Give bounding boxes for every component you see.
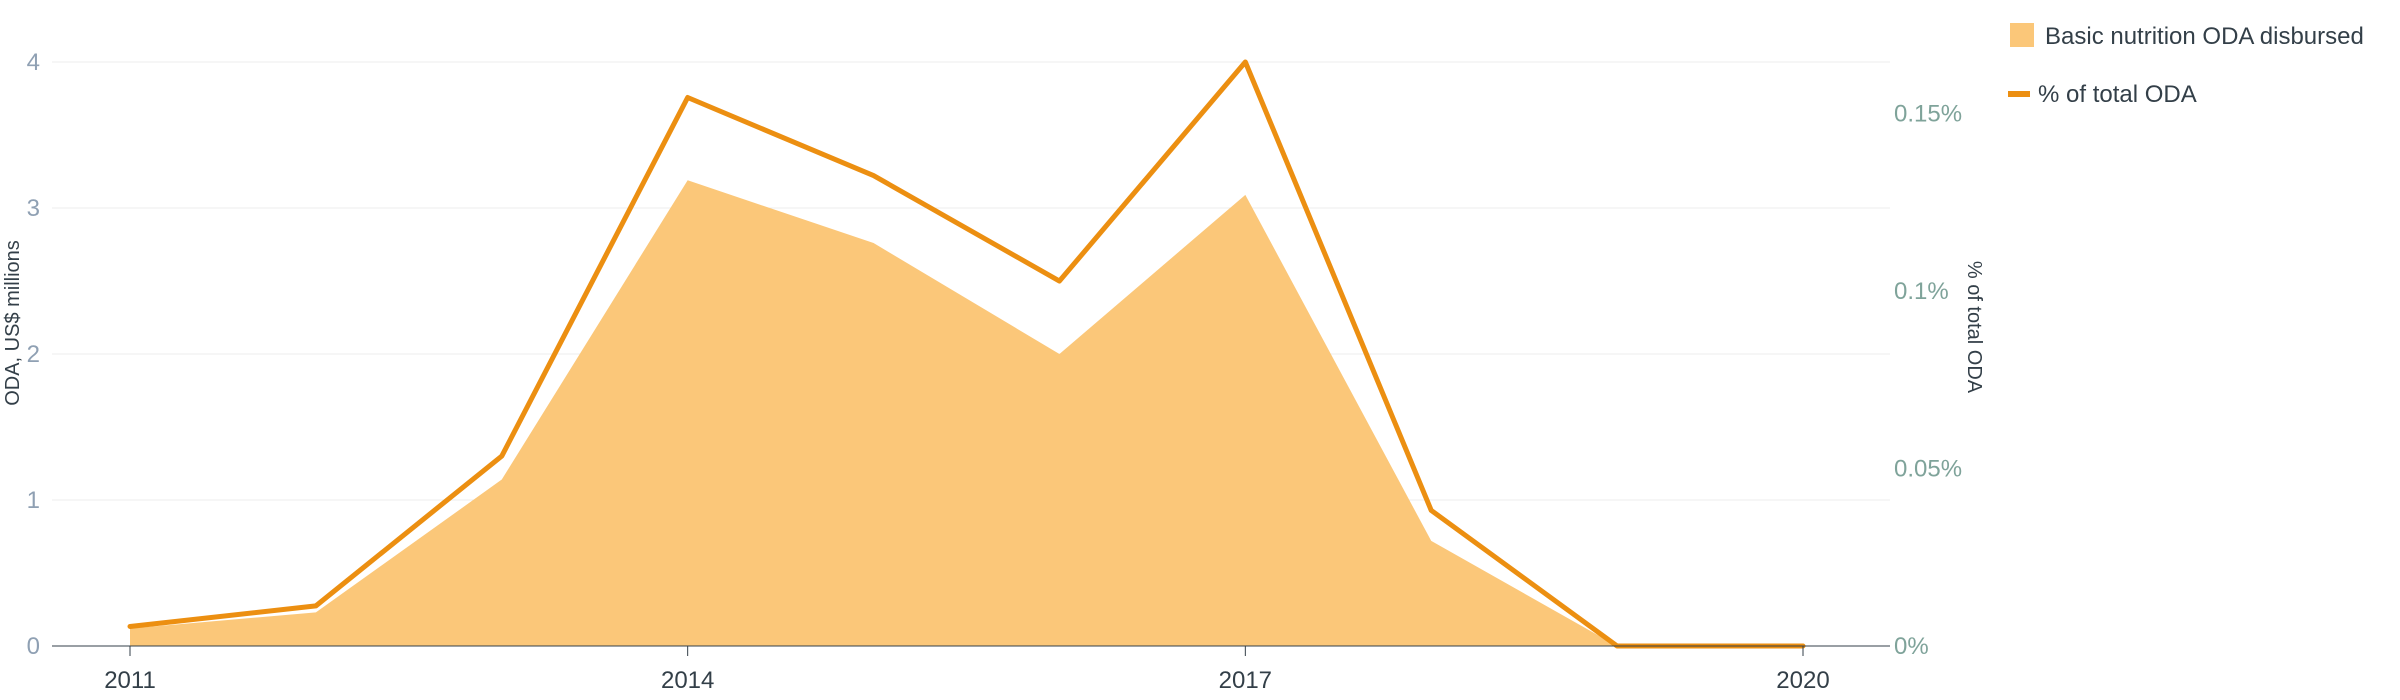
y-axis-left-title: ODA, US$ millions <box>2 240 24 406</box>
x-tick-label: 2020 <box>1776 667 1829 694</box>
legend-swatch-area <box>2010 23 2034 47</box>
legend-item-line[interactable]: % of total ODA <box>2008 81 2197 108</box>
y-tick-label-left: 2 <box>27 341 40 368</box>
y-tick-label-left: 0 <box>27 633 40 660</box>
legend-label-area: Basic nutrition ODA disbursed <box>2045 23 2364 50</box>
legend: Basic nutrition ODA disbursed % of total… <box>2008 23 2364 108</box>
line-path <box>127 59 1806 649</box>
legend-item-area[interactable]: Basic nutrition ODA disbursed <box>2010 23 2364 50</box>
y-axis-left: 0 1 2 3 4 <box>27 49 40 660</box>
y-tick-label-left: 4 <box>27 49 40 76</box>
x-axis: 2011 2014 2017 2020 <box>52 645 1890 694</box>
legend-label-line: % of total ODA <box>2038 81 2197 108</box>
x-tick-label: 2014 <box>661 667 714 694</box>
y-tick-label-right: 0.15% <box>1894 100 1962 127</box>
y-tick-label-right: 0% <box>1894 633 1929 660</box>
line-series <box>127 59 1806 649</box>
y-tick-label-left: 3 <box>27 195 40 222</box>
area-series <box>130 180 1803 646</box>
y-tick-label-left: 1 <box>27 487 40 514</box>
y-tick-label-right: 0.05% <box>1894 455 1962 482</box>
y-axis-right: 0% 0.05% 0.1% 0.15% <box>1894 100 1962 660</box>
y-axis-right-title: % of total ODA <box>1963 261 1985 394</box>
x-tick-label: 2011 <box>104 667 156 694</box>
x-tick-label: 2017 <box>1219 667 1272 694</box>
area-fill <box>130 180 1803 646</box>
y-tick-label-right: 0.1% <box>1894 278 1949 305</box>
